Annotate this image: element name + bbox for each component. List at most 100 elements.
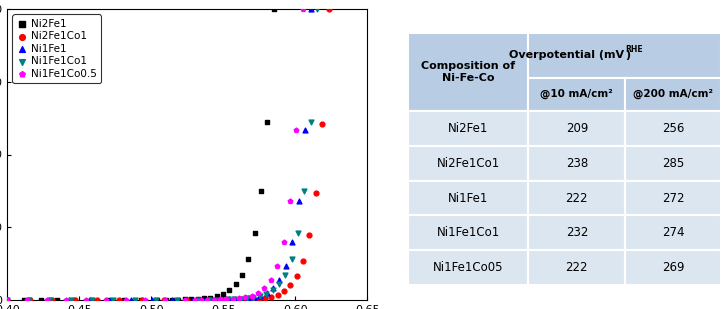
Ni1Fe1Co1: [229, 297, 240, 302]
Ni1Fe1: [22, 297, 33, 302]
Ni2Fe1Co1: [181, 297, 193, 302]
FancyBboxPatch shape: [529, 78, 625, 111]
Ni2Fe1: [166, 297, 178, 302]
FancyBboxPatch shape: [529, 111, 625, 146]
Ni1Fe1Co1: [108, 297, 119, 302]
Ni2Fe1: [217, 292, 229, 297]
Ni1Fe1Co1: [23, 297, 34, 302]
Ni1Fe1Co1: [222, 297, 234, 302]
Ni1Fe1Co0.5: [140, 297, 151, 302]
Ni1Fe1: [274, 277, 285, 282]
Ni1Fe1Co1: [261, 292, 272, 297]
Ni1Fe1: [236, 297, 248, 302]
Ni2Fe1: [256, 188, 267, 193]
Ni1Fe1Co1: [266, 288, 278, 293]
Ni2Fe1: [230, 282, 242, 287]
Text: 272: 272: [662, 192, 684, 205]
Ni1Fe1: [167, 297, 178, 302]
Ni1Fe1Co1: [192, 297, 204, 302]
Ni2Fe1: [186, 297, 197, 302]
Ni1Fe1Co1: [273, 282, 285, 287]
Ni2Fe1Co1: [266, 294, 277, 299]
Ni1Fe1Co1: [280, 272, 291, 277]
Ni1Fe1Co1: [292, 231, 304, 235]
Ni1Fe1: [43, 297, 55, 302]
Ni1Fe1Co0.5: [290, 128, 302, 133]
Ni2Fe1Co1: [297, 258, 309, 263]
Ni2Fe1: [173, 297, 184, 302]
Ni2Fe1Co1: [272, 292, 283, 297]
Ni2Fe1: [68, 297, 80, 302]
Ni2Fe1: [198, 296, 210, 301]
Ni2Fe1: [1, 297, 13, 302]
Ni2Fe1Co1: [259, 295, 271, 300]
Ni1Fe1Co1: [235, 297, 247, 302]
Ni1Fe1Co0.5: [272, 264, 283, 269]
Ni1Fe1Co0.5: [21, 297, 33, 302]
Text: Ni1Fe1Co1: Ni1Fe1Co1: [437, 226, 499, 239]
Ni2Fe1Co1: [203, 297, 215, 302]
Ni1Fe1Co0.5: [258, 286, 270, 291]
Ni2Fe1: [85, 297, 97, 302]
Text: Ni2Fe1Co1: Ni2Fe1Co1: [437, 157, 499, 170]
Ni1Fe1Co0.5: [60, 297, 72, 302]
Ni1Fe1: [229, 297, 241, 302]
Ni2Fe1Co1: [285, 283, 296, 288]
FancyBboxPatch shape: [408, 111, 529, 146]
FancyBboxPatch shape: [625, 146, 721, 181]
Ni2Fe1: [223, 288, 235, 293]
Ni1Fe1Co0.5: [265, 277, 277, 282]
Text: 256: 256: [662, 122, 684, 135]
Ni1Fe1Co0.5: [189, 297, 200, 302]
Ni1Fe1: [187, 297, 199, 302]
Ni1Fe1Co1: [87, 297, 98, 302]
Ni2Fe1: [52, 297, 63, 302]
Text: Overpotential (mV: Overpotential (mV: [510, 50, 625, 60]
Ni1Fe1Co0.5: [253, 290, 264, 295]
Ni1Fe1Co0.5: [207, 297, 219, 302]
Ni1Fe1Co1: [171, 297, 183, 302]
Ni2Fe1Co1: [240, 297, 252, 302]
Ni1Fe1Co1: [248, 295, 259, 300]
Ni1Fe1Co0.5: [277, 239, 289, 244]
Ni2Fe1: [151, 297, 163, 302]
Ni1Fe1Co0.5: [179, 297, 191, 302]
FancyBboxPatch shape: [408, 146, 529, 181]
Ni1Fe1: [125, 297, 137, 302]
Text: @10 mA/cm²: @10 mA/cm²: [540, 89, 613, 99]
Ni2Fe1Co1: [24, 297, 36, 302]
Ni1Fe1: [223, 297, 234, 302]
Text: 209: 209: [566, 122, 588, 135]
Ni2Fe1Co1: [221, 297, 233, 302]
Text: ): ): [625, 50, 630, 60]
Ni2Fe1: [101, 297, 113, 302]
FancyBboxPatch shape: [625, 250, 721, 285]
Ni1Fe1Co0.5: [1, 297, 13, 302]
Ni2Fe1Co1: [159, 297, 170, 302]
Ni1Fe1Co1: [1, 297, 13, 302]
Ni1Fe1Co0.5: [202, 297, 213, 302]
Ni1Fe1: [286, 239, 298, 244]
Ni2Fe1: [18, 297, 30, 302]
FancyBboxPatch shape: [408, 215, 529, 250]
Ni2Fe1Co1: [310, 191, 322, 196]
Text: 222: 222: [566, 261, 588, 274]
Ni2Fe1: [160, 297, 172, 302]
Legend: Ni2Fe1, Ni2Fe1Co1, Ni1Fe1, Ni1Fe1Co1, Ni1Fe1Co0.5: Ni2Fe1, Ni2Fe1Co1, Ni1Fe1, Ni1Fe1Co1, Ni…: [12, 15, 101, 83]
Ni2Fe1Co1: [47, 297, 58, 302]
Ni1Fe1: [293, 198, 304, 203]
Ni2Fe1: [118, 297, 130, 302]
Ni2Fe1Co1: [215, 297, 226, 302]
FancyBboxPatch shape: [529, 146, 625, 181]
Ni1Fe1: [204, 297, 215, 302]
Ni1Fe1Co1: [241, 296, 253, 301]
Ni1Fe1: [210, 297, 222, 302]
Ni1Fe1Co1: [311, 7, 323, 12]
FancyBboxPatch shape: [408, 181, 529, 215]
Ni1Fe1Co0.5: [221, 297, 232, 302]
Text: @200 mA/cm²: @200 mA/cm²: [633, 89, 713, 99]
Text: Ni2Fe1: Ni2Fe1: [448, 122, 488, 135]
Ni1Fe1Co0.5: [195, 297, 207, 302]
Text: Ni1Fe1: Ni1Fe1: [448, 192, 488, 205]
Ni1Fe1: [1, 297, 13, 302]
